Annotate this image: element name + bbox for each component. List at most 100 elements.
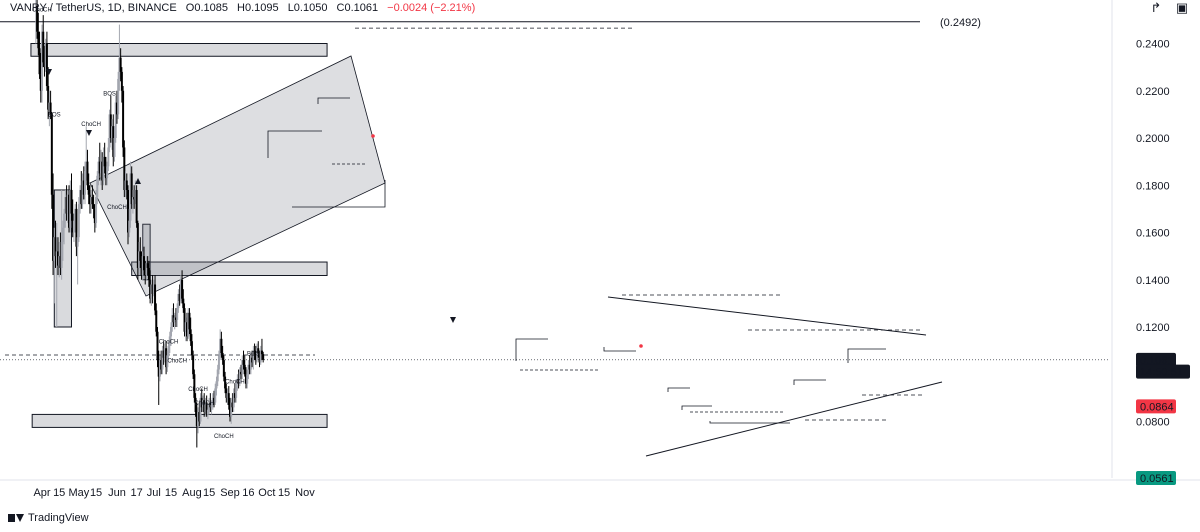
candle-body[interactable] (172, 315, 175, 323)
candle-body[interactable] (112, 126, 115, 157)
candle-body[interactable] (205, 402, 208, 415)
candle-body[interactable] (133, 197, 136, 200)
candle-body[interactable] (147, 267, 150, 280)
candle-body[interactable] (87, 185, 90, 195)
candle-body[interactable] (130, 173, 133, 205)
candle-body[interactable] (65, 197, 68, 214)
candle-body[interactable] (75, 208, 78, 247)
candle-body[interactable] (134, 189, 137, 200)
candle-body[interactable] (69, 189, 72, 228)
candle-body[interactable] (90, 197, 93, 205)
candle-body[interactable] (142, 256, 145, 271)
candle-body[interactable] (240, 371, 243, 375)
candle-body[interactable] (198, 412, 201, 422)
candle-body[interactable] (74, 208, 77, 221)
candle-body[interactable] (225, 388, 228, 398)
candle-body[interactable] (183, 308, 186, 332)
candle-body[interactable] (54, 237, 57, 257)
candle-body[interactable] (104, 166, 107, 179)
candle-body[interactable] (136, 223, 139, 268)
candle-body[interactable] (139, 251, 142, 261)
candle-body[interactable] (214, 388, 217, 403)
candle-body[interactable] (63, 213, 66, 228)
candle-body[interactable] (34, 5, 37, 9)
candle-body[interactable] (114, 102, 117, 138)
candle-body[interactable] (248, 364, 251, 370)
candle-body[interactable] (182, 298, 185, 309)
candle-body[interactable] (125, 180, 128, 190)
candle-body[interactable] (229, 404, 231, 417)
candle-body[interactable] (170, 327, 173, 337)
candle-body[interactable] (149, 279, 152, 299)
candle-body[interactable] (43, 62, 46, 68)
candle-body[interactable] (37, 31, 40, 49)
candle-body[interactable] (165, 348, 168, 368)
candle-body[interactable] (251, 357, 254, 363)
candle-body[interactable] (45, 43, 48, 87)
candle-body[interactable] (193, 374, 196, 398)
candle-body[interactable] (179, 279, 182, 302)
candle-body[interactable] (189, 329, 192, 342)
candle-body[interactable] (230, 402, 233, 417)
candle-body[interactable] (79, 189, 82, 205)
candle-body[interactable] (61, 227, 64, 242)
candle-body[interactable] (258, 352, 261, 363)
candle-body[interactable] (249, 357, 252, 370)
candle-body[interactable] (96, 175, 99, 198)
candle-body[interactable] (168, 336, 171, 346)
candle-body[interactable] (220, 338, 223, 353)
candle-body[interactable] (167, 345, 170, 356)
candle-body[interactable] (42, 31, 45, 63)
candle-body[interactable] (119, 57, 122, 72)
candle-body[interactable] (124, 180, 127, 190)
candle-body[interactable] (71, 213, 74, 233)
candle-body[interactable] (213, 397, 216, 403)
tradingview-branding[interactable]: TradingView (8, 512, 89, 524)
candle-body[interactable] (44, 43, 47, 68)
candle-body[interactable] (166, 355, 169, 368)
candle-body[interactable] (76, 237, 79, 247)
candle-body[interactable] (203, 400, 206, 413)
candle-body[interactable] (187, 312, 190, 337)
candle-body[interactable] (41, 31, 43, 91)
candle-body[interactable] (163, 348, 166, 358)
candle-body[interactable] (211, 397, 214, 405)
candle-body[interactable] (199, 397, 202, 422)
candle-body[interactable] (252, 350, 255, 363)
candle-body[interactable] (101, 161, 104, 181)
candle-body[interactable] (154, 284, 157, 311)
candle-body[interactable] (222, 360, 225, 377)
candle-body[interactable] (174, 317, 177, 320)
candle-body[interactable] (155, 310, 158, 332)
candle-body[interactable] (85, 161, 88, 172)
candle-body[interactable] (224, 376, 227, 389)
candle-body[interactable] (217, 355, 220, 370)
candle-body[interactable] (129, 173, 132, 221)
candle-body[interactable] (39, 74, 42, 91)
candle-body[interactable] (161, 350, 164, 370)
candle-body[interactable] (98, 161, 101, 174)
candle-body[interactable] (82, 180, 85, 195)
candle-body[interactable] (97, 161, 100, 176)
candle-body[interactable] (107, 147, 110, 167)
candle-body[interactable] (81, 180, 84, 205)
candle-body[interactable] (259, 350, 262, 363)
candle-body[interactable] (103, 156, 106, 167)
candle-body[interactable] (109, 114, 112, 138)
candle-body[interactable] (231, 402, 234, 408)
candle-body[interactable] (215, 381, 218, 389)
candle-body[interactable] (68, 194, 71, 228)
candle-body[interactable] (50, 114, 53, 195)
candle-body[interactable] (247, 364, 250, 375)
candle-body[interactable] (235, 383, 238, 398)
candle-body[interactable] (238, 371, 241, 384)
candle-body[interactable] (210, 404, 213, 408)
candle-body[interactable] (254, 355, 257, 361)
candle-body[interactable] (232, 393, 235, 408)
candle-body[interactable] (47, 86, 50, 110)
candle-body[interactable] (127, 189, 130, 233)
candle-body[interactable] (162, 350, 165, 358)
candle-body[interactable] (66, 194, 69, 214)
camera-icon[interactable]: ▣ (1175, 0, 1189, 15)
candle-body[interactable] (236, 378, 239, 384)
